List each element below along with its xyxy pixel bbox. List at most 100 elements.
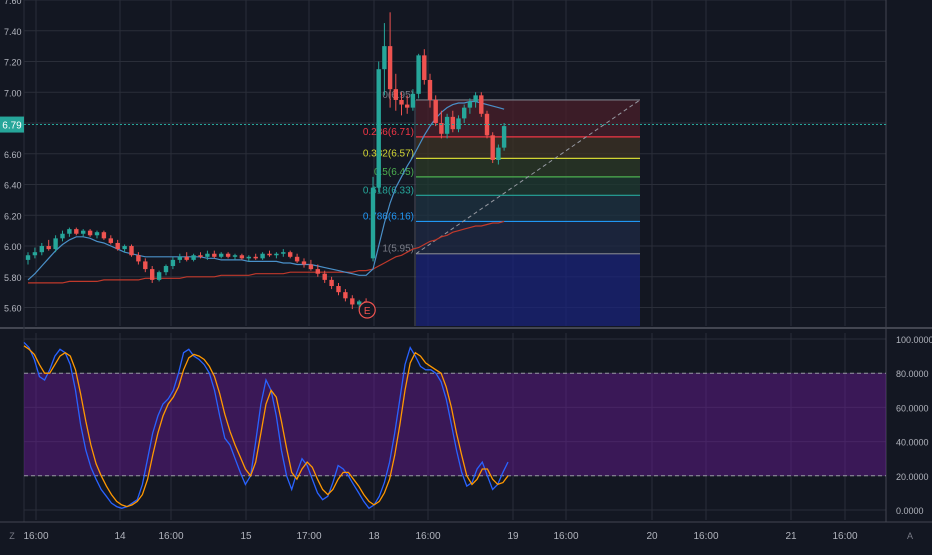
candle-body <box>336 286 341 293</box>
candle-body <box>350 298 355 305</box>
candle-body <box>315 269 320 274</box>
fib-trendline <box>415 99 641 255</box>
candle-body <box>212 253 217 257</box>
stoch-k-line <box>23 341 509 510</box>
stoch-tick-label: 100.0000 <box>896 335 932 345</box>
earnings-marker[interactable]: E <box>358 301 376 319</box>
candle-body <box>462 107 467 119</box>
candle-body <box>143 261 148 270</box>
time-tick-label: 18 <box>368 531 380 542</box>
candle-body <box>198 255 203 257</box>
fib-lower-box <box>416 253 640 326</box>
candle-body <box>246 256 251 259</box>
candle-body <box>427 79 433 100</box>
candle-body <box>267 253 272 256</box>
candle-body <box>387 46 393 90</box>
candle-body <box>450 116 455 130</box>
candle-body <box>156 272 162 280</box>
price-tick-label: 7.40 <box>4 27 22 37</box>
candle-body <box>260 253 265 259</box>
candle-body <box>136 255 141 262</box>
candle-body <box>281 252 286 254</box>
fib-level-label: 1(5.95) <box>382 244 414 255</box>
current-price-badge <box>0 116 24 133</box>
candle-body <box>191 255 196 260</box>
candle-body <box>473 95 478 102</box>
time-tick-label: 15 <box>240 531 252 542</box>
candle-body <box>163 266 169 273</box>
price-tick-label: 6.60 <box>4 150 22 160</box>
candle-body <box>433 99 438 124</box>
candle-body <box>32 252 38 256</box>
time-tick-label: 16:00 <box>23 531 48 542</box>
earnings-marker-circle[interactable] <box>358 301 376 319</box>
candle-body <box>376 69 381 188</box>
fib-zone <box>416 176 640 196</box>
candle-body <box>101 232 107 239</box>
fib-zone <box>416 195 640 222</box>
candle-body <box>60 233 65 239</box>
current-price-line: 6.79 <box>0 116 886 133</box>
candle-body <box>129 246 134 256</box>
fib-level-label: 0(6.95) <box>382 90 414 101</box>
candle-body <box>405 104 410 108</box>
price-tick-label: 5.80 <box>4 273 22 283</box>
candle-body <box>219 253 224 257</box>
candle-body <box>343 292 348 299</box>
candle-body <box>479 95 484 114</box>
stoch-tick-label: 60.0000 <box>896 403 929 413</box>
price-tick-label: 7.60 <box>4 0 22 6</box>
fib-level-label: 0.5(6.45) <box>374 167 414 178</box>
time-tick-label: 16:00 <box>693 531 718 542</box>
time-tick-label: 19 <box>507 531 519 542</box>
ma-red-line <box>28 220 505 284</box>
candle-body <box>39 246 44 253</box>
fib-zone <box>416 136 640 159</box>
candle-body <box>122 246 127 250</box>
candle-body <box>253 256 258 259</box>
a-icon: A <box>907 531 913 541</box>
candle-body <box>46 246 51 250</box>
fib-left-edge <box>414 99 416 327</box>
time-tick-label: 17:00 <box>296 531 321 542</box>
candle-body <box>205 253 210 257</box>
stoch-tick-label: 40.0000 <box>896 438 929 448</box>
candle-body <box>87 230 93 236</box>
candle-body <box>308 264 314 270</box>
candle-body <box>53 238 58 250</box>
fib-zone <box>416 158 640 177</box>
fib-level-label: 0.618(6.33) <box>363 185 414 196</box>
candle-body <box>288 252 293 257</box>
current-price-label: 6.79 <box>2 121 22 132</box>
price-tick-label: 6.40 <box>4 181 22 191</box>
stoch-tick-label: 0.0000 <box>896 506 924 516</box>
time-tick-label: 21 <box>785 531 797 542</box>
candle-body <box>410 93 416 108</box>
stoch-tick-label: 20.0000 <box>896 472 929 482</box>
time-tick-label: 20 <box>646 531 658 542</box>
candle-body <box>496 147 501 160</box>
candle-body <box>108 238 113 243</box>
candle-body <box>294 256 300 262</box>
candle-body <box>456 118 461 130</box>
fib-zone <box>416 99 640 137</box>
candle-body <box>74 229 79 234</box>
candle-body <box>115 242 120 250</box>
candle-body <box>25 255 31 260</box>
price-tick-label: 6.20 <box>4 211 22 221</box>
fib-level-label: 0.382(6.57) <box>363 148 414 159</box>
price-tick-label: 5.60 <box>4 304 22 314</box>
candle-body <box>490 135 495 160</box>
candle-body <box>422 55 427 80</box>
candle-body <box>301 261 307 265</box>
candle-body <box>467 101 473 108</box>
candle-body <box>444 116 450 134</box>
candle-body <box>67 229 72 234</box>
fib-level-label: 0.786(6.16) <box>363 211 414 222</box>
candle-body <box>150 269 155 280</box>
price-tick-label: 7.00 <box>4 88 22 98</box>
fib-level-label: 0.236(6.71) <box>363 127 414 138</box>
candle-body <box>170 259 176 267</box>
z-icon: Z <box>9 531 15 541</box>
